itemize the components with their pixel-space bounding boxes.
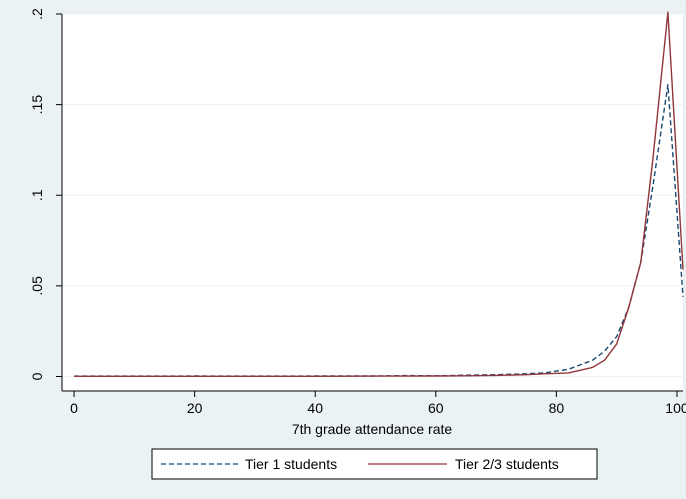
series-line-tier-2-3	[74, 11, 684, 377]
x-axis-ticks: 0 20 40 60 80 100	[70, 391, 686, 416]
x-tick-label: 60	[428, 400, 444, 416]
y-axis-ticks: 0 .05 .1 .15 .2	[29, 8, 62, 380]
x-tick-label: 0	[70, 400, 78, 416]
legend-label-tier-2-3: Tier 2/3 students	[455, 456, 559, 472]
legend-label-tier-1: Tier 1 students	[245, 456, 337, 472]
y-tick-label: .1	[29, 189, 45, 201]
y-tick-label: .2	[29, 8, 45, 20]
y-tick-label: .15	[29, 95, 45, 115]
x-tick-label: 80	[549, 400, 565, 416]
legend: Tier 1 students Tier 2/3 students	[151, 448, 598, 480]
plot-area	[62, 14, 683, 391]
series-lines	[74, 11, 684, 377]
gridlines	[62, 13, 683, 377]
x-tick-label: 100	[665, 400, 686, 416]
x-tick-label: 40	[307, 400, 323, 416]
x-tick-label: 20	[187, 400, 203, 416]
y-tick-label: 0	[29, 372, 45, 380]
y-tick-label: .05	[29, 276, 45, 296]
x-axis-title: 7th grade attendance rate	[292, 421, 453, 437]
